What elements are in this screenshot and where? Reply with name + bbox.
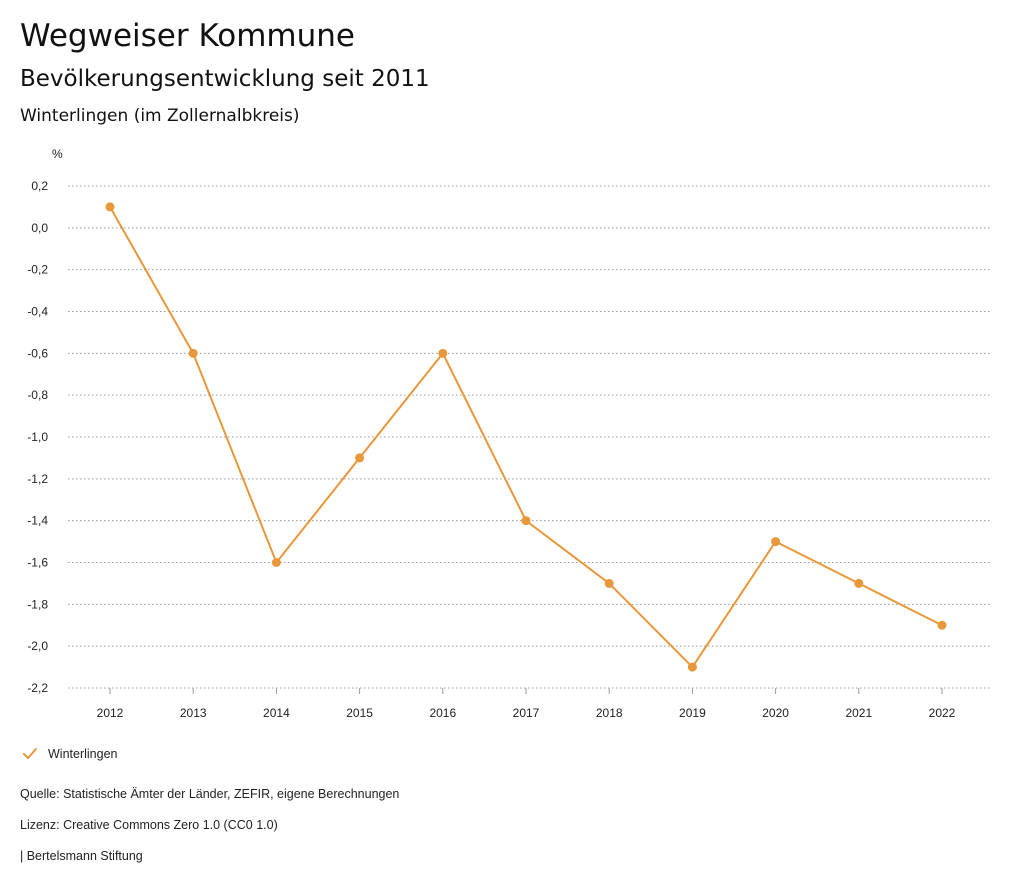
data-point[interactable] [355, 453, 365, 463]
page-title: Wegweiser Kommune [20, 18, 355, 54]
chart-legend[interactable]: Winterlingen [22, 744, 117, 764]
x-tick-label: 2013 [180, 706, 207, 720]
x-tick-label: 2018 [596, 706, 623, 720]
legend-item-label: Winterlingen [48, 747, 118, 761]
x-tick-label: 2012 [97, 706, 124, 720]
data-point[interactable] [105, 202, 115, 212]
y-tick-label: -1,6 [27, 556, 48, 570]
check-icon [23, 748, 37, 759]
license-note: Lizenz: Creative Commons Zero 1.0 (CC0 1… [20, 818, 278, 832]
data-point[interactable] [188, 348, 198, 358]
series-winterlingen[interactable] [105, 202, 947, 672]
y-tick-label: -0,2 [27, 263, 48, 277]
chart-subtitle: Bevölkerungsentwicklung seit 2011 [20, 66, 430, 92]
x-tick-label: 2020 [762, 706, 789, 720]
y-tick-label: -0,6 [27, 346, 48, 360]
y-tick-label: -1,2 [27, 472, 48, 486]
grid-lines [68, 185, 990, 689]
data-point[interactable] [854, 578, 864, 588]
data-point[interactable] [771, 537, 781, 547]
y-tick-label: -1,8 [27, 597, 48, 611]
region-label: Winterlingen (im Zollernalbkreis) [20, 106, 300, 126]
publisher-link[interactable]: | Bertelsmann Stiftung [20, 849, 143, 863]
source-note: Quelle: Statistische Ämter der Länder, Z… [20, 787, 400, 801]
line-chart: % 0,2 0,0 -0,2 -0,4 -0,6 -0,8 -1,0 -1,2 -1,4 -1,6… [27, 147, 990, 720]
x-tick-label: 2017 [513, 706, 540, 720]
data-point[interactable] [271, 558, 281, 567]
x-tick-label: 2016 [429, 706, 456, 720]
data-point[interactable] [604, 578, 614, 588]
data-point[interactable] [687, 662, 697, 672]
y-tick-label: -0,4 [27, 305, 48, 319]
y-tick-label: -1,0 [27, 430, 48, 444]
data-point[interactable] [937, 620, 947, 630]
y-axis-unit-label: % [52, 147, 63, 161]
x-tick-label: 2014 [263, 706, 290, 720]
x-tick-label: 2022 [929, 706, 956, 720]
x-tick-label: 2015 [346, 706, 373, 720]
y-tick-label: 0,0 [31, 221, 48, 235]
y-tick-label: -1,4 [27, 514, 48, 528]
x-axis-ticks: 2012 2013 2014 2015 2016 2017 2018 2019 2020 2021… [97, 688, 956, 720]
data-point[interactable] [521, 516, 531, 526]
x-tick-label: 2021 [845, 706, 872, 720]
y-axis-ticks: 0,2 0,0 -0,2 -0,4 -0,6 -0,8 -1,0 -1,2 -1,4 -1,6 -1… [27, 179, 48, 695]
y-tick-label: -2,0 [27, 639, 48, 653]
y-tick-label: 0,2 [31, 179, 48, 193]
x-tick-label: 2019 [679, 706, 706, 720]
data-point[interactable] [438, 348, 448, 358]
y-tick-label: -0,8 [27, 388, 48, 402]
y-tick-label: -2,2 [27, 681, 48, 695]
